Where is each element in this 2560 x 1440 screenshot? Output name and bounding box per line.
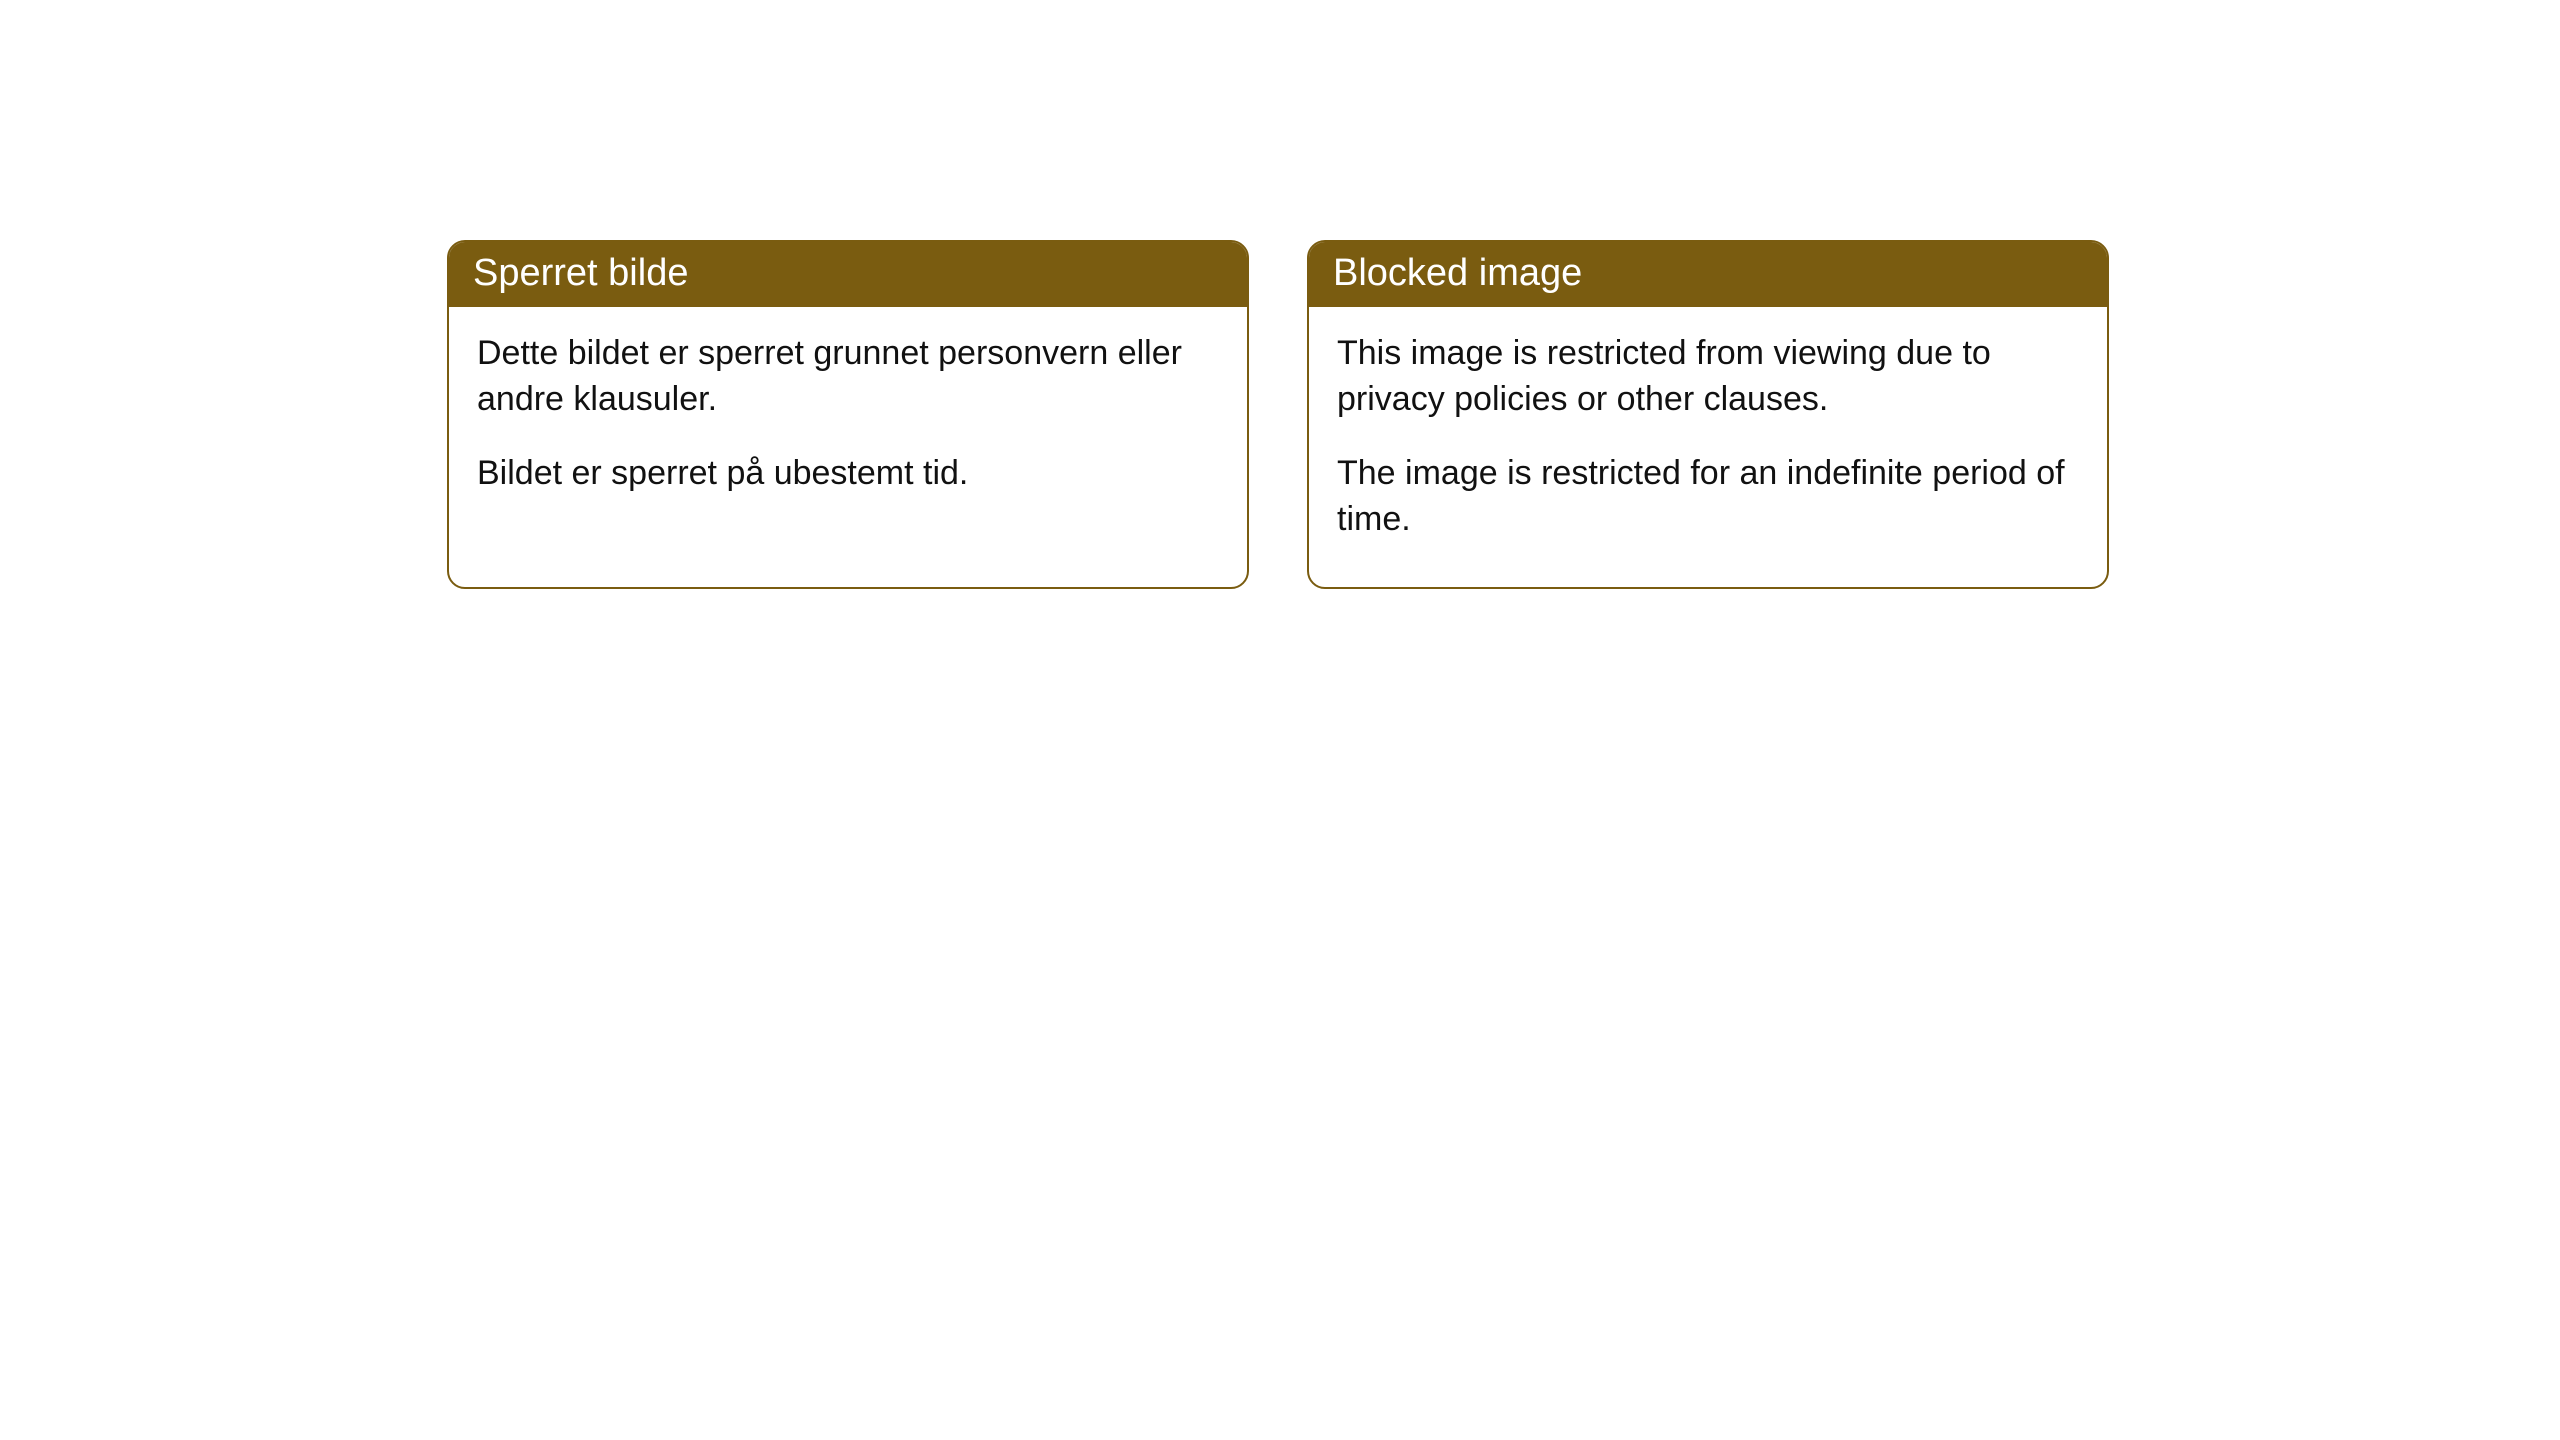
card-header-norwegian: Sperret bilde: [449, 242, 1247, 307]
card-norwegian-para2: Bildet er sperret på ubestemt tid.: [477, 451, 1219, 497]
card-english-para2: The image is restricted for an indefinit…: [1337, 451, 2079, 543]
card-body-norwegian: Dette bildet er sperret grunnet personve…: [449, 307, 1247, 541]
card-body-english: This image is restricted from viewing du…: [1309, 307, 2107, 587]
card-header-english: Blocked image: [1309, 242, 2107, 307]
card-norwegian: Sperret bilde Dette bildet er sperret gr…: [447, 240, 1249, 589]
card-norwegian-para1: Dette bildet er sperret grunnet personve…: [477, 331, 1219, 423]
card-english: Blocked image This image is restricted f…: [1307, 240, 2109, 589]
cards-container: Sperret bilde Dette bildet er sperret gr…: [447, 240, 2109, 589]
card-english-para1: This image is restricted from viewing du…: [1337, 331, 2079, 423]
